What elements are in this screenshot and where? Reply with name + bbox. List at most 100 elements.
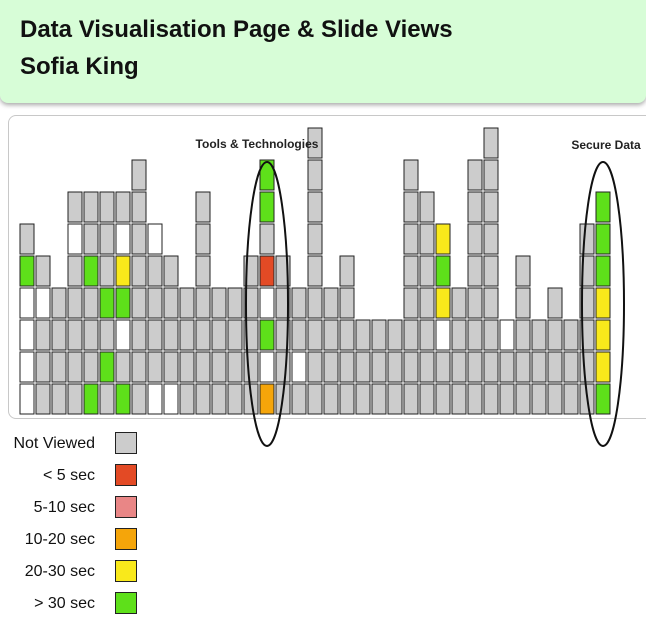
heatmap-cell — [403, 191, 419, 223]
heatmap-cell — [435, 319, 451, 351]
heatmap-cell — [179, 351, 195, 383]
heatmap-cell — [35, 255, 51, 287]
heatmap-cell — [499, 351, 515, 383]
heatmap-cell — [99, 351, 115, 383]
heatmap-cell — [467, 319, 483, 351]
heatmap-cell — [515, 383, 531, 415]
heatmap-cell — [99, 383, 115, 415]
heatmap-cell — [291, 383, 307, 415]
heatmap-cell — [275, 351, 291, 383]
heatmap-cell — [483, 127, 499, 159]
heatmap-column — [291, 287, 307, 415]
page-title: Data Visualisation Page & Slide Views — [20, 16, 453, 43]
heatmap-cell — [371, 383, 387, 415]
heatmap-cell — [499, 319, 515, 351]
author-name: Sofia King — [20, 53, 139, 80]
heatmap-column — [515, 255, 531, 415]
heatmap-cell — [579, 351, 595, 383]
heatmap-cell — [35, 319, 51, 351]
heatmap-cell — [403, 223, 419, 255]
heatmap-cell — [147, 383, 163, 415]
heatmap-column — [563, 319, 579, 415]
heatmap-cell — [419, 255, 435, 287]
heatmap-cell — [19, 255, 35, 287]
heatmap-cell — [163, 255, 179, 287]
heatmap-cell — [579, 223, 595, 255]
heatmap-cell — [371, 351, 387, 383]
heatmap-cell — [451, 319, 467, 351]
heatmap-cell — [403, 159, 419, 191]
heatmap-cell — [371, 319, 387, 351]
heatmap-cell — [339, 255, 355, 287]
heatmap-cell — [467, 287, 483, 319]
heatmap-column — [259, 159, 275, 415]
heatmap-cell — [115, 383, 131, 415]
heatmap-cell — [99, 191, 115, 223]
heatmap-cell — [323, 351, 339, 383]
header: Data Visualisation Page & Slide Views So… — [0, 0, 646, 103]
heatmap-column — [467, 159, 483, 415]
heatmap-cell — [563, 383, 579, 415]
heatmap-cell — [147, 287, 163, 319]
heatmap-cell — [195, 351, 211, 383]
heatmap-cell — [19, 351, 35, 383]
heatmap-cell — [547, 383, 563, 415]
heatmap-cell — [99, 223, 115, 255]
heatmap-cell — [19, 319, 35, 351]
heatmap-cell — [291, 319, 307, 351]
heatmap-cell — [339, 287, 355, 319]
heatmap-cell — [435, 287, 451, 319]
heatmap-cell — [163, 383, 179, 415]
heatmap-cell — [595, 223, 611, 255]
heatmap-cell — [515, 255, 531, 287]
heatmap-cell — [163, 287, 179, 319]
legend-item: 5-10 sec — [0, 496, 140, 520]
heatmap-cell — [259, 383, 275, 415]
heatmap-cell — [243, 351, 259, 383]
heatmap-column — [67, 191, 83, 415]
heatmap-cell — [179, 383, 195, 415]
heatmap-cell — [339, 383, 355, 415]
heatmap-column — [451, 287, 467, 415]
heatmap-cell — [307, 287, 323, 319]
heatmap-cell — [67, 383, 83, 415]
heatmap-cell — [259, 351, 275, 383]
heatmap-cell — [531, 383, 547, 415]
heatmap-cell — [211, 287, 227, 319]
heatmap-cell — [147, 255, 163, 287]
heatmap-cell — [51, 319, 67, 351]
heatmap-cell — [67, 191, 83, 223]
heatmap-column — [531, 319, 547, 415]
legend-label: 10-20 sec — [24, 531, 95, 548]
legend-swatch — [115, 496, 137, 518]
heatmap-column — [51, 287, 67, 415]
heatmap-cell — [339, 319, 355, 351]
heatmap-cell — [259, 255, 275, 287]
legend-swatch — [115, 432, 137, 454]
heatmap-cell — [403, 351, 419, 383]
annotation-ellipse — [245, 161, 289, 447]
heatmap-cell — [115, 319, 131, 351]
heatmap-cell — [483, 351, 499, 383]
legend-swatch — [115, 528, 137, 550]
heatmap-column — [19, 223, 35, 415]
heatmap-cell — [259, 159, 275, 191]
heatmap-cell — [419, 223, 435, 255]
heatmap-cell — [131, 255, 147, 287]
heatmap-cell — [19, 223, 35, 255]
heatmap-column — [275, 255, 291, 415]
heatmap-column — [307, 127, 323, 415]
heatmap-cell — [467, 383, 483, 415]
heatmap-cell — [227, 319, 243, 351]
heatmap-cell — [291, 287, 307, 319]
heatmap-cell — [51, 383, 67, 415]
annotation-label: Tools & Technologies — [196, 137, 319, 151]
heatmap-column — [83, 191, 99, 415]
heatmap-cell — [307, 223, 323, 255]
heatmap-cell — [131, 287, 147, 319]
heatmap-cell — [179, 287, 195, 319]
heatmap-cell — [563, 319, 579, 351]
heatmap-cell — [83, 255, 99, 287]
heatmap-cell — [83, 223, 99, 255]
heatmap-cell — [19, 383, 35, 415]
